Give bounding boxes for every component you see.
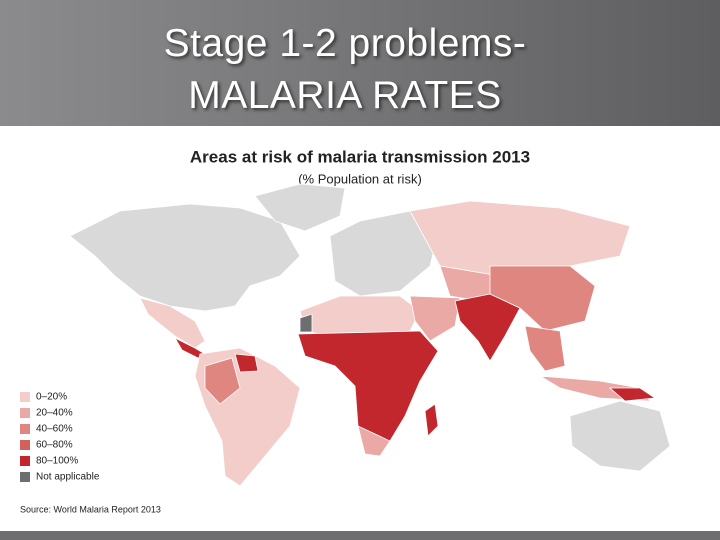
land <box>234 353 259 373</box>
land <box>204 357 241 405</box>
land <box>524 325 566 372</box>
map-figure: Areas at risk of malaria transmission 20… <box>20 147 671 514</box>
land <box>329 210 441 297</box>
legend-swatch <box>20 472 30 482</box>
land <box>297 330 439 447</box>
land <box>454 293 521 362</box>
legend-swatch <box>20 440 30 450</box>
land <box>357 425 391 457</box>
land <box>409 295 461 342</box>
legend-label: 60–80% <box>36 440 73 451</box>
land <box>69 203 301 312</box>
land <box>299 313 313 333</box>
land <box>608 387 657 402</box>
footer-bar <box>0 531 720 540</box>
legend-label: Not applicable <box>36 472 100 483</box>
land <box>409 200 631 277</box>
land <box>424 403 439 437</box>
legend-label: 0–20% <box>36 392 67 403</box>
slide-title: MALARIA RATES <box>188 74 502 117</box>
legend-swatch <box>20 408 30 418</box>
legend: 0–20% 20–40% 40–60% 60–80% 80–100% Not applic… <box>20 392 100 483</box>
legend-label: 80–100% <box>36 456 78 467</box>
land <box>489 265 596 332</box>
legend-swatch <box>20 424 30 434</box>
map-subtitle: (% Population at risk) <box>298 171 422 186</box>
legend-label: 20–40% <box>36 408 73 419</box>
legend-label: 40–60% <box>36 424 73 435</box>
slide-title: Stage 1-2 problems- <box>163 22 527 65</box>
land <box>299 295 421 337</box>
source: Source: World Malaria Report 2013 <box>20 504 161 514</box>
legend-swatch <box>20 392 30 402</box>
map-title: Areas at risk of malaria transmission 20… <box>190 147 530 166</box>
land <box>569 400 671 472</box>
map <box>69 183 671 487</box>
land <box>254 183 346 232</box>
header: Stage 1-2 problems- MALARIA RATES <box>0 0 720 126</box>
legend-swatch <box>20 456 30 466</box>
